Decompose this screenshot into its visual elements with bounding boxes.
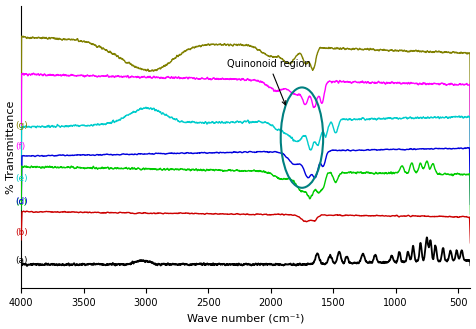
Text: (f): (f): [15, 142, 25, 151]
X-axis label: Wave number (cm⁻¹): Wave number (cm⁻¹): [187, 314, 305, 323]
Y-axis label: % Transmittance: % Transmittance: [6, 100, 16, 193]
Text: (g): (g): [15, 120, 28, 130]
Text: Quinonoid region: Quinonoid region: [227, 59, 311, 105]
Text: (a): (a): [15, 256, 28, 265]
Text: (b): (b): [15, 228, 28, 237]
Text: (c): (c): [15, 198, 27, 207]
Text: (e): (e): [15, 174, 28, 183]
Text: (d): (d): [15, 197, 28, 206]
